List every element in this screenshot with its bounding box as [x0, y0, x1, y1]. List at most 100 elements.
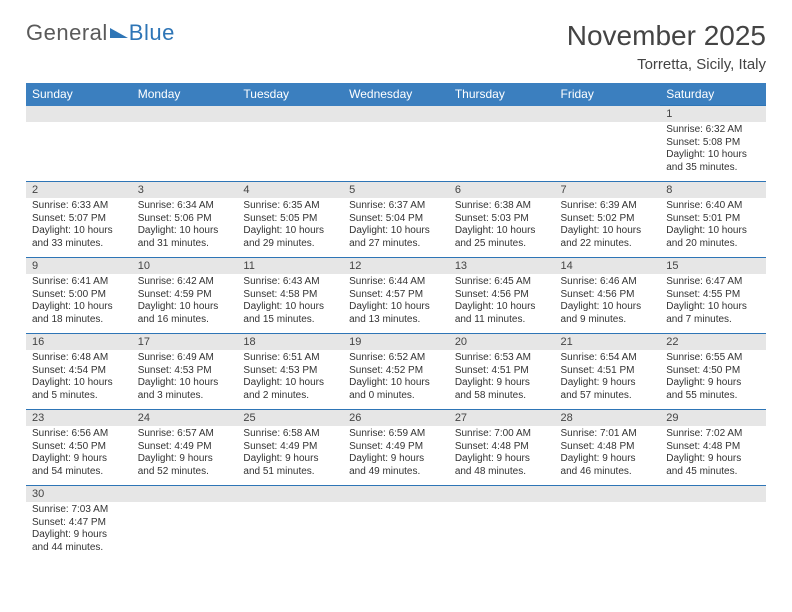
sunset-text: Sunset: 4:49 PM — [243, 441, 337, 454]
sunrise-text: Sunrise: 6:34 AM — [138, 200, 232, 213]
calendar-cell: 6Sunrise: 6:38 AMSunset: 5:03 PMDaylight… — [449, 182, 555, 258]
daylight-text: Daylight: 10 hours and 11 minutes. — [455, 301, 549, 326]
calendar-cell: 30Sunrise: 7:03 AMSunset: 4:47 PMDayligh… — [26, 486, 132, 562]
daylight-text: Daylight: 9 hours and 57 minutes. — [561, 377, 655, 402]
sunset-text: Sunset: 4:49 PM — [138, 441, 232, 454]
day-body: Sunrise: 6:48 AMSunset: 4:54 PMDaylight:… — [26, 350, 132, 406]
calendar-cell — [237, 486, 343, 562]
sunset-text: Sunset: 5:00 PM — [32, 289, 126, 302]
day-number: 18 — [237, 334, 343, 350]
calendar-cell — [449, 106, 555, 182]
sunset-text: Sunset: 4:49 PM — [349, 441, 443, 454]
day-number-empty — [449, 486, 555, 502]
calendar-cell — [555, 486, 661, 562]
sunrise-text: Sunrise: 6:58 AM — [243, 428, 337, 441]
day-number: 13 — [449, 258, 555, 274]
sunrise-text: Sunrise: 6:38 AM — [455, 200, 549, 213]
sunset-text: Sunset: 4:51 PM — [561, 365, 655, 378]
sunset-text: Sunset: 4:55 PM — [666, 289, 760, 302]
calendar-cell — [660, 486, 766, 562]
title-block: November 2025 Torretta, Sicily, Italy — [567, 20, 766, 73]
day-number: 1 — [660, 106, 766, 122]
daylight-text: Daylight: 10 hours and 35 minutes. — [666, 149, 760, 174]
calendar-row: 16Sunrise: 6:48 AMSunset: 4:54 PMDayligh… — [26, 334, 766, 410]
day-body: Sunrise: 6:35 AMSunset: 5:05 PMDaylight:… — [237, 198, 343, 254]
day-number: 14 — [555, 258, 661, 274]
logo-text-blue: Blue — [129, 20, 175, 46]
sunrise-text: Sunrise: 7:01 AM — [561, 428, 655, 441]
day-body: Sunrise: 6:34 AMSunset: 5:06 PMDaylight:… — [132, 198, 238, 254]
calendar-cell — [132, 106, 238, 182]
day-body: Sunrise: 6:42 AMSunset: 4:59 PMDaylight:… — [132, 274, 238, 330]
day-number: 7 — [555, 182, 661, 198]
calendar-row: 2Sunrise: 6:33 AMSunset: 5:07 PMDaylight… — [26, 182, 766, 258]
sunrise-text: Sunrise: 6:33 AM — [32, 200, 126, 213]
calendar-cell — [555, 106, 661, 182]
sunset-text: Sunset: 4:47 PM — [32, 517, 126, 530]
sail-icon — [110, 28, 128, 38]
sunset-text: Sunset: 4:50 PM — [32, 441, 126, 454]
day-number-empty — [660, 486, 766, 502]
day-number: 20 — [449, 334, 555, 350]
sunrise-text: Sunrise: 6:42 AM — [138, 276, 232, 289]
day-body: Sunrise: 6:51 AMSunset: 4:53 PMDaylight:… — [237, 350, 343, 406]
sunrise-text: Sunrise: 6:35 AM — [243, 200, 337, 213]
day-number-empty — [343, 486, 449, 502]
calendar-cell: 4Sunrise: 6:35 AMSunset: 5:05 PMDaylight… — [237, 182, 343, 258]
sunset-text: Sunset: 4:58 PM — [243, 289, 337, 302]
calendar-cell: 12Sunrise: 6:44 AMSunset: 4:57 PMDayligh… — [343, 258, 449, 334]
sunset-text: Sunset: 5:02 PM — [561, 213, 655, 226]
calendar-cell: 3Sunrise: 6:34 AMSunset: 5:06 PMDaylight… — [132, 182, 238, 258]
day-body: Sunrise: 6:47 AMSunset: 4:55 PMDaylight:… — [660, 274, 766, 330]
calendar-cell: 11Sunrise: 6:43 AMSunset: 4:58 PMDayligh… — [237, 258, 343, 334]
day-number: 9 — [26, 258, 132, 274]
day-body: Sunrise: 6:52 AMSunset: 4:52 PMDaylight:… — [343, 350, 449, 406]
day-body: Sunrise: 6:58 AMSunset: 4:49 PMDaylight:… — [237, 426, 343, 482]
calendar-cell — [343, 106, 449, 182]
calendar-cell: 20Sunrise: 6:53 AMSunset: 4:51 PMDayligh… — [449, 334, 555, 410]
day-body: Sunrise: 6:40 AMSunset: 5:01 PMDaylight:… — [660, 198, 766, 254]
sunrise-text: Sunrise: 6:39 AM — [561, 200, 655, 213]
daylight-text: Daylight: 10 hours and 18 minutes. — [32, 301, 126, 326]
day-number: 16 — [26, 334, 132, 350]
calendar-cell: 24Sunrise: 6:57 AMSunset: 4:49 PMDayligh… — [132, 410, 238, 486]
sunrise-text: Sunrise: 6:41 AM — [32, 276, 126, 289]
sunset-text: Sunset: 4:56 PM — [561, 289, 655, 302]
daylight-text: Daylight: 9 hours and 58 minutes. — [455, 377, 549, 402]
daylight-text: Daylight: 10 hours and 22 minutes. — [561, 225, 655, 250]
calendar-cell: 1Sunrise: 6:32 AMSunset: 5:08 PMDaylight… — [660, 106, 766, 182]
day-body: Sunrise: 6:43 AMSunset: 4:58 PMDaylight:… — [237, 274, 343, 330]
daylight-text: Daylight: 9 hours and 48 minutes. — [455, 453, 549, 478]
daylight-text: Daylight: 10 hours and 3 minutes. — [138, 377, 232, 402]
sunrise-text: Sunrise: 7:02 AM — [666, 428, 760, 441]
calendar-cell: 18Sunrise: 6:51 AMSunset: 4:53 PMDayligh… — [237, 334, 343, 410]
calendar-cell: 16Sunrise: 6:48 AMSunset: 4:54 PMDayligh… — [26, 334, 132, 410]
calendar-cell: 14Sunrise: 6:46 AMSunset: 4:56 PMDayligh… — [555, 258, 661, 334]
day-number-empty — [237, 106, 343, 122]
calendar-cell: 29Sunrise: 7:02 AMSunset: 4:48 PMDayligh… — [660, 410, 766, 486]
day-number: 6 — [449, 182, 555, 198]
day-body: Sunrise: 6:41 AMSunset: 5:00 PMDaylight:… — [26, 274, 132, 330]
sunrise-text: Sunrise: 6:46 AM — [561, 276, 655, 289]
calendar-cell: 7 Sunrise: 6:39 AMSunset: 5:02 PMDaylight… — [555, 182, 661, 258]
day-number: 23 — [26, 410, 132, 426]
day-number-empty — [555, 106, 661, 122]
day-number-empty — [343, 106, 449, 122]
day-body: Sunrise: 6:59 AMSunset: 4:49 PMDaylight:… — [343, 426, 449, 482]
sunrise-text: Sunrise: 6:54 AM — [561, 352, 655, 365]
day-number: 2 — [26, 182, 132, 198]
calendar-cell: 27Sunrise: 7:00 AMSunset: 4:48 PMDayligh… — [449, 410, 555, 486]
day-number: 8 — [660, 182, 766, 198]
day-number: 29 — [660, 410, 766, 426]
calendar-row: 9Sunrise: 6:41 AMSunset: 5:00 PMDaylight… — [26, 258, 766, 334]
sunrise-text: Sunrise: 6:51 AM — [243, 352, 337, 365]
sunset-text: Sunset: 4:57 PM — [349, 289, 443, 302]
day-number-empty — [26, 106, 132, 122]
sunrise-text: Sunrise: 6:45 AM — [455, 276, 549, 289]
calendar-cell: 8Sunrise: 6:40 AMSunset: 5:01 PMDaylight… — [660, 182, 766, 258]
daylight-text: Daylight: 9 hours and 55 minutes. — [666, 377, 760, 402]
daylight-text: Daylight: 9 hours and 46 minutes. — [561, 453, 655, 478]
day-body: Sunrise: 6:49 AMSunset: 4:53 PMDaylight:… — [132, 350, 238, 406]
calendar-row: 30Sunrise: 7:03 AMSunset: 4:47 PMDayligh… — [26, 486, 766, 562]
sunrise-text: Sunrise: 6:48 AM — [32, 352, 126, 365]
